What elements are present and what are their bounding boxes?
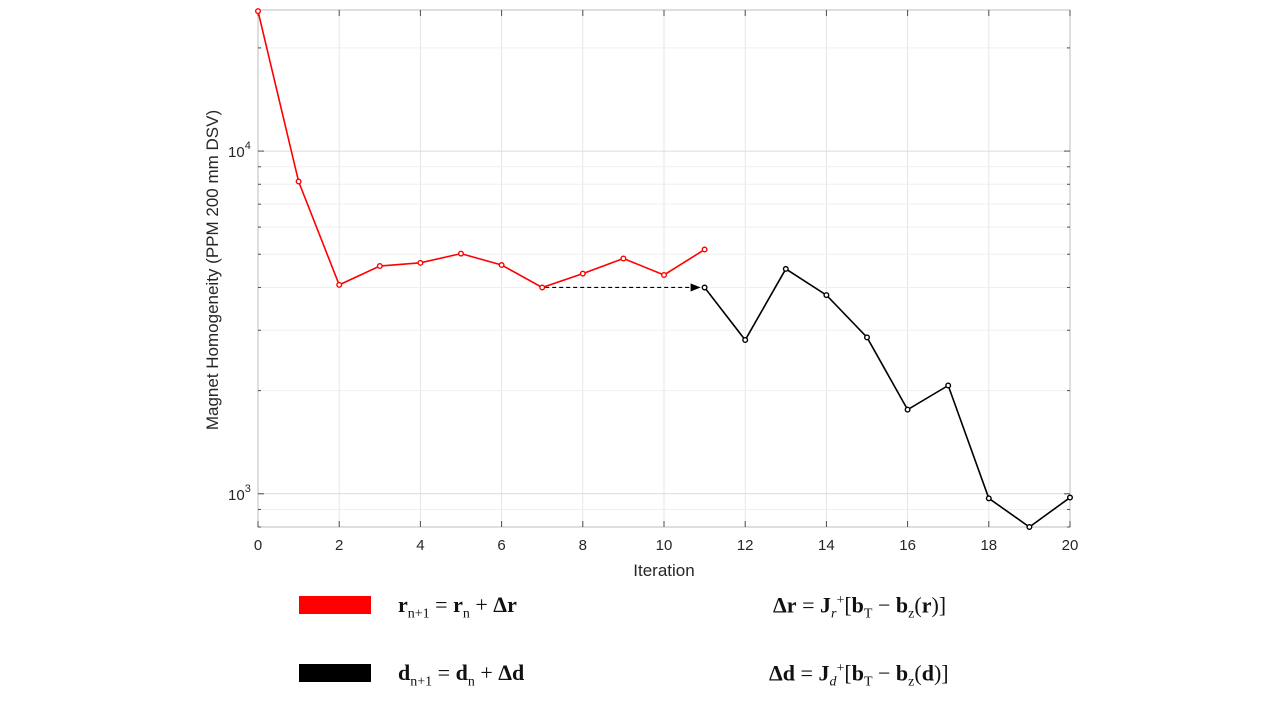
x-tick-label: 20 xyxy=(1062,537,1079,554)
data-point xyxy=(742,337,749,344)
x-tick-label: 12 xyxy=(737,537,754,554)
y-tick-label: 103 xyxy=(228,483,251,504)
legend-update-equation-r: rn+1 = rn + Δr xyxy=(398,592,517,622)
data-point xyxy=(823,292,830,299)
legend-swatch-black xyxy=(299,664,371,682)
x-tick-label: 14 xyxy=(818,537,835,554)
series-line xyxy=(703,267,1071,528)
x-tick-label: 0 xyxy=(254,537,262,554)
x-tick-label: 6 xyxy=(497,537,505,554)
x-tick-label: 16 xyxy=(899,537,916,554)
data-point xyxy=(539,284,546,291)
y-tick-labels: 103 104 xyxy=(228,140,251,504)
data-point xyxy=(376,263,383,270)
legend-swatch-red xyxy=(299,596,371,614)
data-point xyxy=(985,495,992,502)
legend-delta-equation-r: Δr = Jr+[bT − bz(r)] xyxy=(773,592,947,622)
ticks xyxy=(257,10,1071,528)
y-axis-title: Magnet Homogeneity (PPM 200 mm DSV) xyxy=(203,110,222,430)
data-point xyxy=(579,270,586,277)
data-point xyxy=(254,8,261,15)
x-tick-label: 18 xyxy=(980,537,997,554)
legend-delta-equation-d: Δd = Jd+[bT − bz(d)] xyxy=(769,660,949,690)
x-tick-label: 2 xyxy=(335,537,343,554)
data-point xyxy=(620,255,627,262)
data-point xyxy=(1026,524,1033,531)
series-line xyxy=(257,10,706,289)
data-point xyxy=(458,250,465,257)
data-point xyxy=(417,259,424,266)
chart: 0 2 4 6 8 10 12 14 16 18 20 103 104 Iteration Magne… xyxy=(203,8,1079,580)
data-point xyxy=(782,265,789,272)
data-point xyxy=(701,246,708,253)
x-tick-label: 8 xyxy=(579,537,587,554)
data-point xyxy=(295,178,302,185)
y-tick-label: 104 xyxy=(228,140,251,161)
x-tick-label: 4 xyxy=(416,537,424,554)
data-point xyxy=(1066,494,1073,501)
legend-update-equation-d: dn+1 = dn + Δd xyxy=(398,660,525,690)
data-point xyxy=(336,281,343,288)
data-point xyxy=(701,284,708,291)
data-point xyxy=(661,271,668,278)
data-point xyxy=(904,406,911,413)
x-tick-label: 10 xyxy=(656,537,673,554)
series xyxy=(254,8,1073,531)
data-point xyxy=(864,334,871,341)
x-axis-title: Iteration xyxy=(633,561,694,580)
data-point xyxy=(498,262,505,269)
data-point xyxy=(945,382,952,389)
x-tick-labels: 0 2 4 6 8 10 12 14 16 18 20 xyxy=(254,537,1079,554)
